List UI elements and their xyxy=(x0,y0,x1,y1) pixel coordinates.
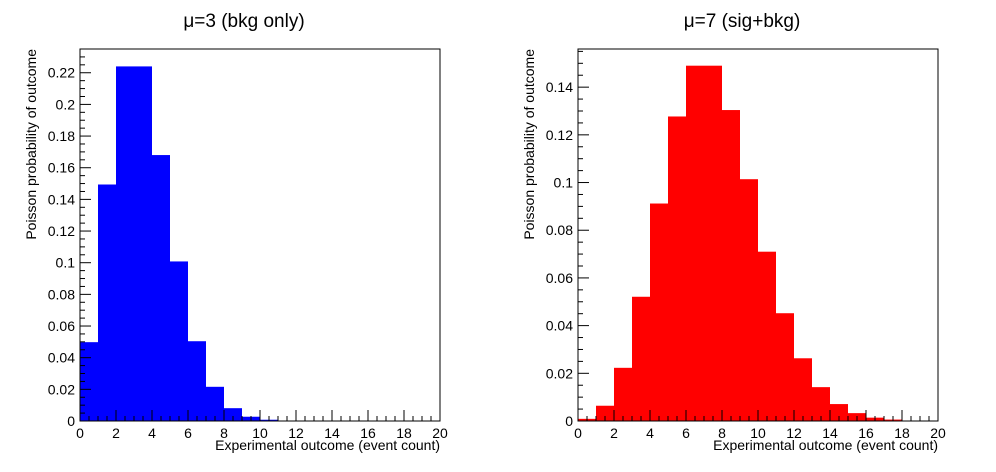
histogram-sig-bkg: μ=7 (sig+bkg) 0 2 4 6 8 10 12 14 16 18 20 0 0.02 0.0… xyxy=(521,11,946,453)
x-tick-label: 14 xyxy=(822,425,838,441)
y-tick-label: 0.22 xyxy=(48,65,75,81)
histogram-bar xyxy=(206,386,224,421)
x-axis-ticks: 0 2 4 6 8 10 12 14 16 18 20 xyxy=(574,410,946,441)
x-tick-label: 2 xyxy=(112,425,120,441)
x-tick-label: 10 xyxy=(252,425,268,441)
histogram-bar xyxy=(812,387,830,421)
x-tick-label: 18 xyxy=(894,425,910,441)
chart-panel-sig-bkg: μ=7 (sig+bkg) 0 2 4 6 8 10 12 14 16 18 20 0 0.02 0.0… xyxy=(498,0,996,472)
y-tick-label: 0.1 xyxy=(56,255,76,271)
x-tick-label: 8 xyxy=(220,425,228,441)
histogram-bar xyxy=(116,66,134,421)
histogram-bar xyxy=(650,203,668,421)
y-axis-title: Poisson probability of outcome xyxy=(23,49,39,240)
histogram-bar xyxy=(134,66,152,421)
x-tick-label: 0 xyxy=(76,425,84,441)
x-tick-label: 0 xyxy=(574,425,582,441)
x-tick-label: 10 xyxy=(750,425,766,441)
x-tick-label: 12 xyxy=(288,425,304,441)
histogram-bar xyxy=(98,184,116,421)
y-tick-label: 0.04 xyxy=(546,318,573,334)
x-tick-label: 18 xyxy=(396,425,412,441)
y-tick-label: 0 xyxy=(565,413,573,429)
x-tick-label: 6 xyxy=(184,425,192,441)
histogram-bar xyxy=(614,367,632,421)
x-tick-label: 16 xyxy=(360,425,376,441)
bars-group xyxy=(578,65,938,422)
y-tick-label: 0.04 xyxy=(48,350,75,366)
histogram-bar xyxy=(830,404,848,421)
histogram-bar xyxy=(170,261,188,421)
histogram-bar xyxy=(596,405,614,421)
histogram-bar xyxy=(794,358,812,421)
y-tick-label: 0.06 xyxy=(546,270,573,286)
x-tick-label: 4 xyxy=(646,425,654,441)
y-tick-label: 0.02 xyxy=(546,365,573,381)
x-axis-ticks: 0 2 4 6 8 10 12 14 16 18 20 xyxy=(76,410,448,441)
x-tick-label: 4 xyxy=(148,425,156,441)
histogram-bar xyxy=(188,341,206,421)
histogram-bar xyxy=(776,313,794,421)
x-tick-label: 16 xyxy=(858,425,874,441)
y-tick-label: 0.2 xyxy=(56,96,76,112)
y-tick-label: 0 xyxy=(67,413,75,429)
x-tick-label: 8 xyxy=(718,425,726,441)
x-tick-label: 2 xyxy=(610,425,618,441)
y-tick-label: 0.08 xyxy=(48,286,75,302)
x-tick-label: 6 xyxy=(682,425,690,441)
y-tick-label: 0.16 xyxy=(48,160,75,176)
histogram-bar xyxy=(686,65,704,421)
y-tick-label: 0.06 xyxy=(48,318,75,334)
chart-title: μ=3 (bkg only) xyxy=(183,11,304,32)
y-tick-label: 0.12 xyxy=(546,127,573,143)
x-axis-title: Experimental outcome (event count) xyxy=(215,437,440,453)
y-tick-label: 0.08 xyxy=(546,222,573,238)
histogram-bar xyxy=(722,110,740,422)
histogram-bar xyxy=(758,251,776,421)
histogram-bar xyxy=(152,155,170,421)
y-axis-ticks: 0 0.02 0.04 0.06 0.08 0.1 0.12 0.14 xyxy=(546,50,589,429)
x-tick-label: 12 xyxy=(786,425,802,441)
histogram-bar xyxy=(632,296,650,421)
histogram-bar xyxy=(704,65,722,421)
y-tick-label: 0.1 xyxy=(554,175,574,191)
y-tick-label: 0.14 xyxy=(48,191,75,207)
y-tick-label: 0.12 xyxy=(48,223,75,239)
x-tick-label: 20 xyxy=(432,425,448,441)
histogram-bar xyxy=(668,116,686,421)
histogram-bar xyxy=(80,342,98,421)
histogram-bar xyxy=(740,179,758,421)
y-tick-label: 0.18 xyxy=(48,128,75,144)
chart-panel-bkg-only: μ=3 (bkg only) 0 2 4 6 8 10 12 14 16 18 20 0 0.02 0.… xyxy=(23,11,448,453)
histogram-bkg-only: μ=3 (bkg only) 0 2 4 6 8 10 12 14 16 18 20 0 0.02 0.… xyxy=(23,11,448,453)
histogram-bar xyxy=(224,408,242,421)
x-axis-title: Experimental outcome (event count) xyxy=(713,437,938,453)
y-axis-title: Poisson probability of outcome xyxy=(521,49,537,240)
chart-title: μ=7 (sig+bkg) xyxy=(684,11,801,32)
y-tick-label: 0.14 xyxy=(546,79,573,95)
y-axis-ticks: 0 0.02 0.04 0.06 0.08 0.1 0.12 0.14 0.16 0.18 0.2 0… xyxy=(48,48,91,429)
y-tick-label: 0.02 xyxy=(48,381,75,397)
x-tick-label: 20 xyxy=(930,425,946,441)
bars-group xyxy=(80,66,314,421)
x-tick-label: 14 xyxy=(324,425,340,441)
